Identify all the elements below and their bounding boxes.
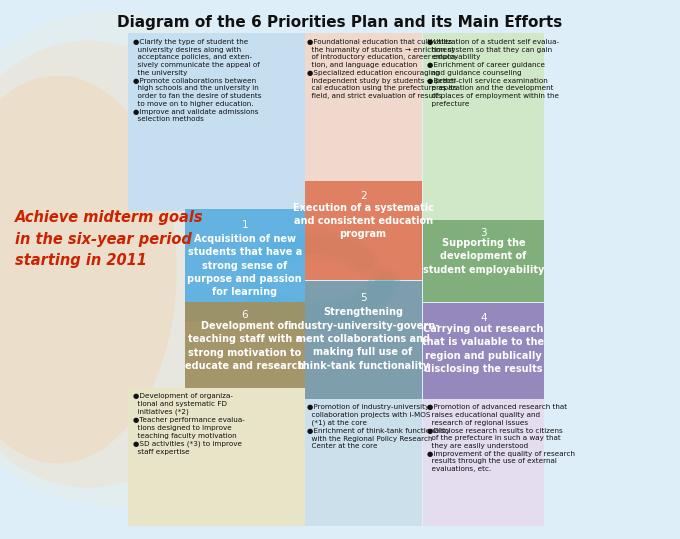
- Text: 3: 3: [480, 228, 487, 238]
- Bar: [185, 302, 305, 388]
- Bar: [185, 209, 305, 322]
- Text: Execution of a systematic
and consistent education
program: Execution of a systematic and consistent…: [292, 203, 434, 239]
- Text: ●Promotion of advanced research that
  raises educational quality and
  research: ●Promotion of advanced research that rai…: [427, 404, 575, 472]
- Bar: [128, 33, 305, 211]
- Text: Diagram of the 6 Priorities Plan and its Main Efforts: Diagram of the 6 Priorities Plan and its…: [118, 15, 562, 30]
- Bar: [305, 281, 422, 399]
- Bar: [423, 303, 544, 399]
- Bar: [305, 33, 422, 182]
- Text: ●Promotion of industry-university
  collaboration projects with i-MOS
  (*1) at : ●Promotion of industry-university collab…: [307, 404, 450, 450]
- Bar: [423, 33, 544, 222]
- Text: Achieve midterm goals
in the six-year period
starting in 2011: Achieve midterm goals in the six-year pe…: [15, 210, 203, 268]
- Text: ●Foundational education that cultivates
  the humanity of students → enrichment
: ●Foundational education that cultivates …: [307, 39, 459, 99]
- Ellipse shape: [0, 75, 177, 464]
- Text: 4: 4: [480, 313, 487, 322]
- Text: ●Development of organiza-
  tional and systematic FD
  initiatives (*2)
●Teacher: ●Development of organiza- tional and sys…: [133, 393, 245, 455]
- Text: ●Utilization of a student self evalua-
  tion system so that they can gain
  emp: ●Utilization of a student self evalua- t…: [427, 39, 559, 107]
- Text: 1: 1: [241, 220, 248, 231]
- Bar: [423, 399, 544, 526]
- Bar: [128, 388, 305, 526]
- Ellipse shape: [0, 40, 252, 488]
- Text: 2: 2: [360, 190, 367, 201]
- Text: ●Clarify the type of student the
  university desires along with
  acceptance po: ●Clarify the type of student the univers…: [133, 39, 262, 122]
- Text: Strengthening
industry-university-govern-
ment collaborations and
making full us: Strengthening industry-university-govern…: [287, 307, 439, 371]
- Ellipse shape: [0, 11, 316, 507]
- Text: Supporting the
development of
student employability: Supporting the development of student em…: [423, 238, 544, 275]
- Bar: [305, 181, 422, 280]
- Text: 6: 6: [241, 310, 248, 321]
- Text: Development of
teaching staff with a
strong motivation to
educate and research: Development of teaching staff with a str…: [185, 321, 305, 371]
- Bar: [305, 399, 422, 526]
- Text: Acquisition of new
students that have a
strong sense of
purpose and passion
for : Acquisition of new students that have a …: [188, 234, 302, 298]
- Text: Carrying out research
that is valuable to the
region and publically
disclosing t: Carrying out research that is valuable t…: [422, 324, 545, 374]
- Bar: [423, 220, 544, 302]
- Text: 5: 5: [360, 293, 367, 303]
